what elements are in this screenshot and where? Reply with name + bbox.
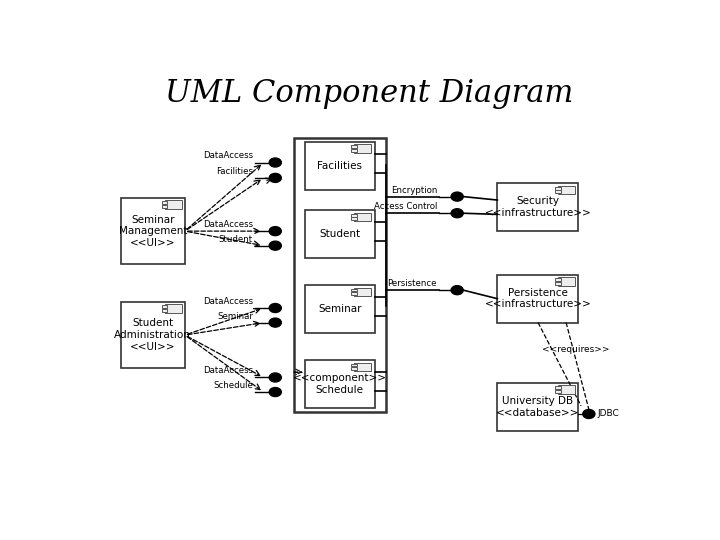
Text: Access Control: Access Control	[374, 202, 437, 211]
Bar	[162, 205, 167, 208]
Circle shape	[269, 388, 282, 396]
Bar	[498, 383, 578, 431]
Bar	[351, 292, 357, 295]
Text: Seminar
Management
<<UI>>: Seminar Management <<UI>>	[119, 214, 187, 248]
Bar	[498, 275, 578, 322]
Bar	[121, 302, 185, 368]
Text: Security
<<infrastructure>>: Security <<infrastructure>>	[485, 197, 591, 218]
Bar	[351, 367, 357, 370]
Bar	[558, 386, 575, 394]
Bar	[162, 306, 167, 308]
Bar	[558, 277, 575, 286]
Bar	[555, 282, 561, 285]
Text: Student: Student	[319, 230, 360, 239]
Text: UML Component Diagram: UML Component Diagram	[165, 78, 573, 110]
Bar	[305, 210, 374, 258]
Text: JDBC: JDBC	[598, 409, 619, 418]
Bar	[354, 362, 372, 371]
Bar	[351, 218, 357, 220]
Circle shape	[269, 173, 282, 183]
Circle shape	[269, 373, 282, 382]
Circle shape	[451, 192, 463, 201]
Circle shape	[451, 208, 463, 218]
Text: Facilities: Facilities	[216, 167, 253, 176]
Bar	[305, 360, 374, 408]
Text: DataAccess: DataAccess	[203, 297, 253, 306]
Text: Student
Administration
<<UI>>: Student Administration <<UI>>	[114, 319, 192, 352]
Bar	[162, 309, 167, 312]
Text: Student: Student	[219, 234, 253, 244]
Bar	[305, 285, 374, 333]
Bar	[558, 186, 575, 194]
Circle shape	[269, 241, 282, 250]
Text: DataAccess: DataAccess	[203, 367, 253, 375]
Bar	[354, 213, 372, 221]
Text: <<requires>>: <<requires>>	[542, 345, 609, 354]
Bar	[498, 183, 578, 231]
Circle shape	[269, 227, 282, 235]
Bar	[305, 141, 374, 190]
Text: Schedule: Schedule	[213, 381, 253, 390]
Bar	[121, 198, 185, 265]
Bar	[555, 387, 561, 389]
Bar	[351, 363, 357, 366]
Text: Facilities: Facilities	[318, 160, 362, 171]
Bar	[555, 191, 561, 193]
Circle shape	[451, 286, 463, 295]
Text: Encryption: Encryption	[391, 186, 437, 194]
Circle shape	[269, 158, 282, 167]
Bar	[351, 214, 357, 217]
Text: Seminar: Seminar	[318, 304, 361, 314]
Bar	[354, 144, 372, 152]
Bar	[165, 200, 181, 208]
Circle shape	[269, 303, 282, 313]
Text: <<component>>
Schedule: <<component>> Schedule	[293, 373, 387, 395]
Bar	[351, 149, 357, 152]
Bar	[351, 145, 357, 148]
Bar	[354, 288, 372, 296]
Bar	[351, 289, 357, 292]
Text: Persistence
<<infrastructure>>: Persistence <<infrastructure>>	[485, 288, 591, 309]
Bar	[162, 201, 167, 204]
Circle shape	[582, 409, 595, 418]
Text: DataAccess: DataAccess	[203, 220, 253, 229]
Bar	[555, 187, 561, 190]
Bar	[555, 390, 561, 393]
Bar	[294, 138, 386, 412]
Circle shape	[269, 318, 282, 327]
Text: University DB
<<database>>: University DB <<database>>	[496, 396, 580, 417]
Text: Persistence: Persistence	[387, 279, 437, 288]
Text: DataAccess: DataAccess	[203, 151, 253, 160]
Bar	[165, 305, 181, 313]
Bar	[555, 278, 561, 281]
Text: Seminar: Seminar	[217, 312, 253, 321]
